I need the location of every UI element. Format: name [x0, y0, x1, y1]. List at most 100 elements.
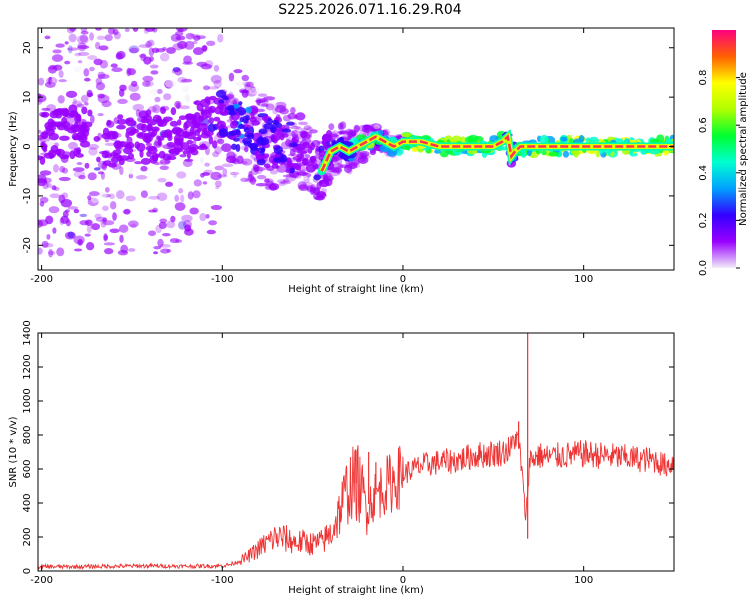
- snr-ytick-label: 1000: [22, 388, 33, 413]
- heatmap-cell: [247, 174, 255, 182]
- heatmap-cell: [499, 146, 508, 151]
- heatmap-cell: [41, 240, 49, 248]
- heatmap-cell: [270, 126, 277, 132]
- heatmap-cell: [206, 40, 216, 47]
- spectrogram-ytick-label: 10: [22, 91, 33, 104]
- heatmap-cell: [126, 117, 134, 122]
- heatmap-cell: [89, 32, 94, 41]
- heatmap-cell: [56, 247, 65, 257]
- heatmap-cell: [153, 245, 162, 250]
- heatmap-cell: [107, 28, 116, 35]
- heatmap-cell: [288, 163, 300, 169]
- snr-ytick-label: 1200: [22, 354, 33, 379]
- heatmap-cell: [101, 132, 112, 140]
- heatmap-cell: [186, 150, 191, 160]
- heatmap-cell: [38, 155, 44, 161]
- heatmap-cell: [55, 43, 65, 48]
- heatmap-cell: [367, 123, 374, 131]
- heatmap-cell: [234, 82, 244, 86]
- heatmap-cell: [51, 54, 64, 62]
- heatmap-cell: [77, 60, 83, 64]
- heatmap-cell: [104, 142, 116, 147]
- heatmap-cell: [241, 74, 250, 82]
- heatmap-cell: [305, 185, 317, 192]
- heatmap-cell: [99, 59, 109, 69]
- heatmap-cell: [226, 151, 236, 160]
- heatmap-cell: [97, 171, 104, 175]
- heatmap-cell: [90, 115, 95, 124]
- heatmap-cell: [160, 119, 170, 124]
- heatmap-cell: [174, 194, 180, 202]
- heatmap-cell: [44, 141, 55, 147]
- heatmap-cell: [174, 202, 186, 211]
- heatmap-cell: [289, 148, 296, 157]
- heatmap-cell: [138, 44, 151, 48]
- heatmap-cell: [159, 165, 169, 170]
- heatmap-cell: [208, 105, 216, 113]
- heatmap-cell: [289, 142, 299, 148]
- heatmap-cell: [43, 177, 52, 184]
- heatmap-cell: [212, 151, 220, 158]
- heatmap-cell: [139, 149, 144, 158]
- heatmap-cell: [154, 96, 161, 103]
- heatmap-cell: [46, 182, 52, 189]
- heatmap-cell: [60, 198, 73, 208]
- heatmap-cell: [214, 106, 223, 115]
- heatmap-cell: [76, 35, 89, 45]
- heatmap-cell: [41, 143, 48, 149]
- heatmap-cell: [135, 175, 148, 180]
- heatmap-cell: [344, 164, 353, 174]
- heatmap-cell: [226, 119, 233, 123]
- heatmap-cell: [95, 28, 102, 31]
- heatmap-cell: [58, 79, 67, 83]
- heatmap-cell: [143, 133, 151, 138]
- snr-ytick-label: 400: [22, 493, 33, 512]
- heatmap-cell: [196, 35, 206, 40]
- heatmap-cell: [104, 34, 113, 42]
- heatmap-cell: [202, 172, 211, 176]
- ridge-core: [320, 134, 674, 172]
- heatmap-cell: [279, 154, 288, 163]
- heatmap-cell: [225, 106, 235, 111]
- heatmap-cell: [157, 177, 167, 183]
- heatmap-cell: [157, 238, 164, 248]
- heatmap-cell: [181, 78, 193, 83]
- heatmap-cell: [196, 61, 208, 67]
- heatmap-cell: [156, 161, 164, 165]
- heatmap-cell: [61, 116, 68, 125]
- heatmap-cell: [210, 171, 222, 181]
- heatmap-cell: [162, 47, 167, 51]
- heatmap-cell: [282, 174, 294, 178]
- heatmap-cell: [203, 130, 214, 137]
- heatmap-cell: [270, 133, 281, 142]
- heatmap-cell: [172, 148, 184, 153]
- heatmap-cell: [439, 149, 449, 158]
- heatmap-cell: [187, 191, 194, 200]
- heatmap-cell: [112, 212, 117, 221]
- snr-frame: [37, 332, 675, 572]
- spectrogram-heatmap: [38, 10, 674, 258]
- heatmap-cell: [548, 151, 560, 157]
- heatmap-cell: [214, 180, 222, 188]
- heatmap-cell: [109, 228, 120, 234]
- heatmap-cell: [181, 85, 190, 93]
- heatmap-cell: [296, 158, 302, 163]
- heatmap-cell: [72, 167, 85, 172]
- heatmap-cell: [83, 68, 90, 77]
- spectrogram-ylabel: Frequency (Hz): [8, 111, 19, 187]
- figure-title: S225.2026.071.16.29.R04: [278, 2, 461, 18]
- heatmap-cell: [221, 143, 232, 152]
- heatmap-cell: [164, 159, 171, 164]
- snr-xlabel: Height of straight line (km): [288, 585, 424, 596]
- heatmap-cell: [118, 21, 127, 28]
- heatmap-cell: [201, 10, 211, 16]
- heatmap-cell: [265, 103, 275, 111]
- heatmap-cell: [148, 47, 155, 57]
- heatmap-cell: [103, 242, 116, 246]
- heatmap-cell: [201, 44, 208, 52]
- heatmap-cell: [222, 96, 229, 101]
- heatmap-cell: [181, 214, 193, 222]
- heatmap-cell: [61, 167, 69, 174]
- heatmap-cell: [192, 190, 201, 199]
- heatmap-cell: [132, 28, 139, 32]
